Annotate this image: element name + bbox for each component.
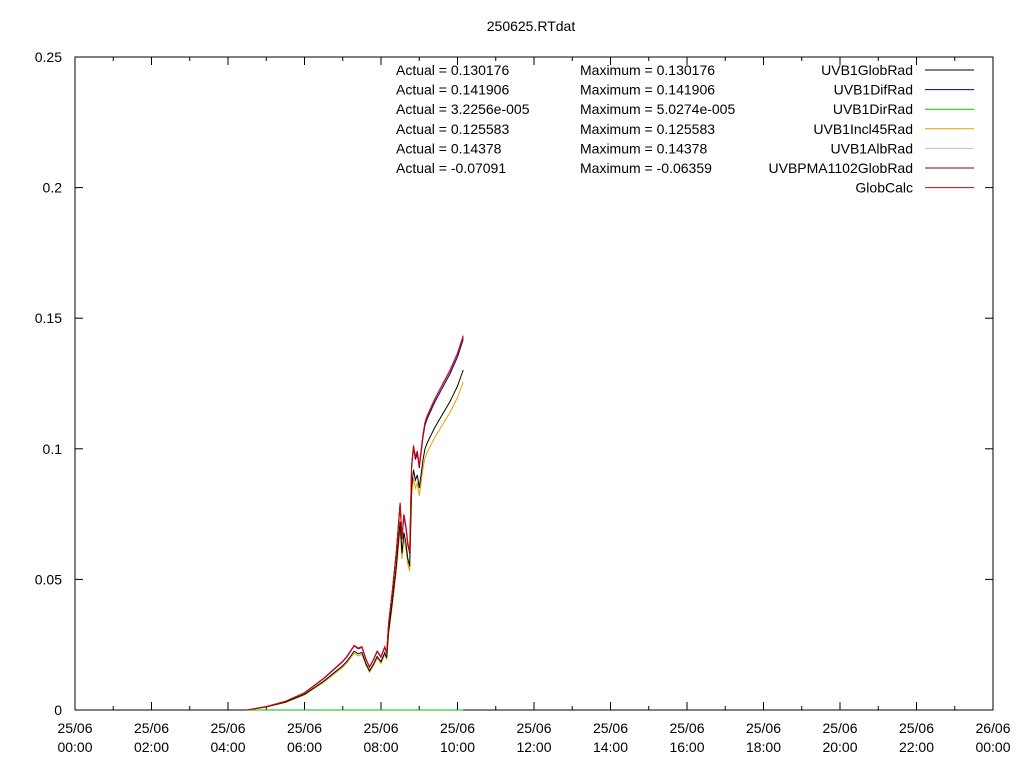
legend-label-UVB1Incl45Rad: UVB1Incl45Rad bbox=[813, 121, 913, 137]
y-tick-label-2: 0.1 bbox=[43, 441, 63, 457]
stat-actual-0: Actual = 0.130176 bbox=[396, 62, 509, 78]
x-tick-time-0: 00:00 bbox=[57, 739, 92, 755]
x-tick-date-8: 25/06 bbox=[669, 720, 704, 736]
x-tick-time-1: 02:00 bbox=[134, 739, 169, 755]
stat-maximum-1: Maximum = 0.141906 bbox=[580, 82, 715, 98]
stat-actual-5: Actual = -0.07091 bbox=[396, 160, 506, 176]
x-tick-time-8: 16:00 bbox=[669, 739, 704, 755]
stat-actual-2: Actual = 3.2256e-005 bbox=[396, 101, 530, 117]
stat-actual-1: Actual = 0.141906 bbox=[396, 82, 509, 98]
stat-actual-3: Actual = 0.125583 bbox=[396, 121, 509, 137]
x-tick-date-7: 25/06 bbox=[593, 720, 628, 736]
x-tick-date-5: 25/06 bbox=[440, 720, 475, 736]
x-tick-date-11: 25/06 bbox=[899, 720, 934, 736]
legend-label-GlobCalc: GlobCalc bbox=[855, 180, 913, 196]
legend-label-UVB1GlobRad: UVB1GlobRad bbox=[821, 62, 913, 78]
x-tick-date-10: 25/06 bbox=[822, 720, 857, 736]
x-tick-date-4: 25/06 bbox=[363, 720, 398, 736]
x-tick-time-4: 08:00 bbox=[363, 739, 398, 755]
x-axis: 25/06 00:00 25/06 02:00 25/06 04:00 25/06 06:00… bbox=[57, 57, 1011, 755]
legend-label-UVB1AlbRad: UVB1AlbRad bbox=[831, 140, 914, 156]
x-tick-time-3: 06:00 bbox=[287, 739, 322, 755]
chart-title: 250625.RTdat bbox=[487, 18, 576, 34]
x-tick-date-12: 26/06 bbox=[975, 720, 1010, 736]
stat-maximum-4: Maximum = 0.14378 bbox=[580, 140, 707, 156]
y-axis: 0 0.05 0.1 0.15 0.2 0.25 bbox=[35, 49, 993, 718]
y-tick-label-5: 0.25 bbox=[35, 49, 62, 65]
y-tick-label-1: 0.05 bbox=[35, 571, 62, 587]
legend-label-UVB1DifRad: UVB1DifRad bbox=[834, 82, 913, 98]
series-line-UVB1Incl45Rad bbox=[247, 381, 464, 711]
x-tick-date-9: 25/06 bbox=[746, 720, 781, 736]
y-tick-label-4: 0.2 bbox=[43, 180, 63, 196]
x-tick-time-5: 10:00 bbox=[440, 739, 475, 755]
legend-label-UVBPMA1102GlobRad: UVBPMA1102GlobRad bbox=[769, 160, 913, 176]
legend: UVB1GlobRad UVB1DifRad UVB1DirRad UVB1Incl4… bbox=[769, 62, 974, 196]
x-tick-date-6: 25/06 bbox=[516, 720, 551, 736]
series-lines bbox=[247, 334, 464, 711]
series-line-UVB1GlobRad bbox=[247, 369, 464, 711]
x-tick-time-2: 04:00 bbox=[210, 739, 245, 755]
stat-maximum-2: Maximum = 5.0274e-005 bbox=[580, 101, 735, 117]
legend-label-UVB1DirRad: UVB1DirRad bbox=[833, 101, 913, 117]
stat-maximum-3: Maximum = 0.125583 bbox=[580, 121, 715, 137]
x-tick-time-7: 14:00 bbox=[593, 739, 628, 755]
stats-annotations: Actual = 0.130176 Maximum = 0.130176 Actua… bbox=[396, 62, 735, 176]
y-tick-label-0: 0 bbox=[54, 702, 62, 718]
x-tick-time-11: 22:00 bbox=[899, 739, 934, 755]
series-line-GlobCalc bbox=[247, 337, 464, 711]
x-tick-date-3: 25/06 bbox=[287, 720, 322, 736]
x-tick-time-12: 00:00 bbox=[975, 739, 1010, 755]
stat-actual-4: Actual = 0.14378 bbox=[396, 140, 502, 156]
x-tick-date-2: 25/06 bbox=[210, 720, 245, 736]
y-tick-label-3: 0.15 bbox=[35, 310, 62, 326]
x-tick-time-6: 12:00 bbox=[516, 739, 551, 755]
stat-maximum-5: Maximum = -0.06359 bbox=[580, 160, 712, 176]
x-tick-date-1: 25/06 bbox=[134, 720, 169, 736]
x-tick-time-9: 18:00 bbox=[746, 739, 781, 755]
x-tick-time-10: 20:00 bbox=[822, 739, 857, 755]
x-tick-date-0: 25/06 bbox=[57, 720, 92, 736]
stat-maximum-0: Maximum = 0.130176 bbox=[580, 62, 715, 78]
